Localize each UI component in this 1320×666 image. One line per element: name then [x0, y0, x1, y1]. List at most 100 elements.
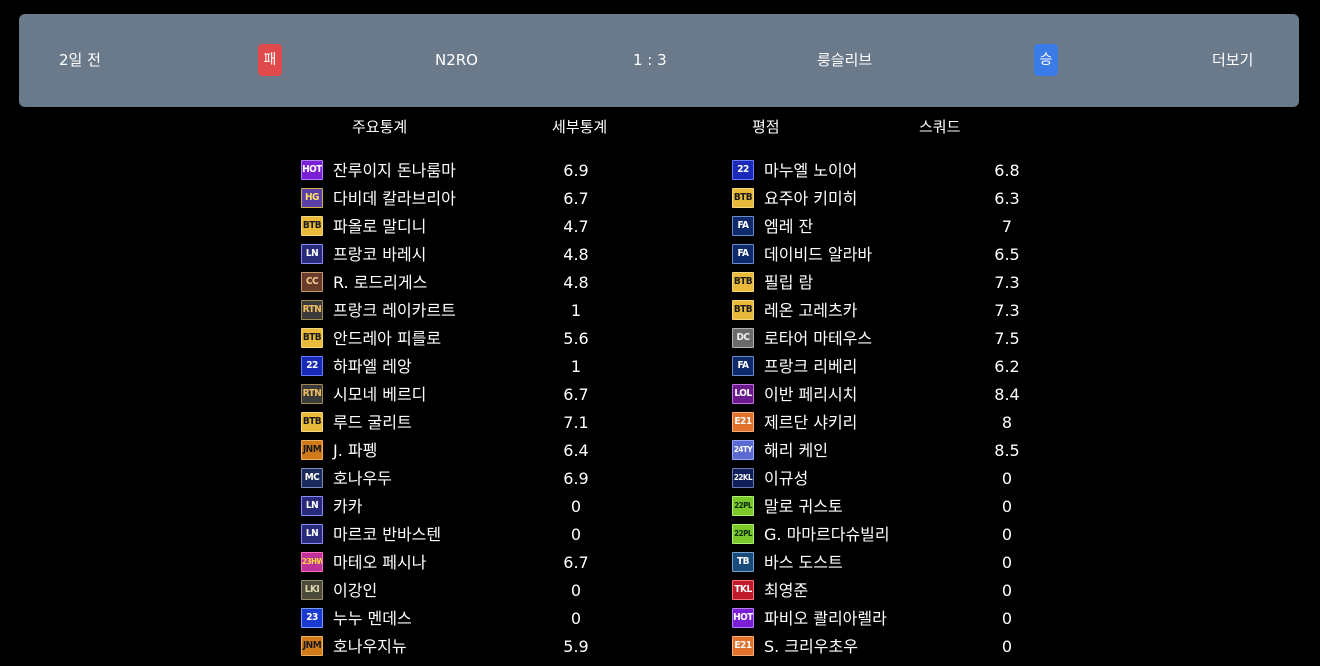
player-name: 마르코 반바스텐 [333, 525, 442, 544]
season-badge-icon: CC [301, 272, 323, 292]
season-badge-icon: DC [732, 328, 754, 348]
player-name: 호나우지뉴 [333, 637, 407, 656]
season-badge-icon: FA [732, 356, 754, 376]
player-row[interactable]: 24TY 해리 케인 8.5 [732, 438, 1062, 466]
player-name: J. 파펭 [333, 441, 378, 460]
player-name: 바스 도스트 [764, 553, 843, 572]
player-row[interactable]: 22PL 말로 귀스토 0 [732, 494, 1062, 522]
player-row[interactable]: FA 엠레 잔 7 [732, 214, 1062, 242]
player-row[interactable]: LN 카카 0 [301, 494, 631, 522]
season-badge-icon: 22KL [732, 468, 754, 488]
player-row[interactable]: RTN 프랑크 레이카르트 1 [301, 298, 631, 326]
season-badge-icon: HOT [732, 608, 754, 628]
player-rating: 6.9 [563, 161, 589, 180]
match-summary-bar[interactable]: 2일 전 패 N2RO 1 : 3 룽슬리브 승 더보기 [19, 14, 1299, 107]
tab-main-stats[interactable]: 주요통계 [352, 118, 408, 136]
player-rating: 5.6 [563, 329, 589, 348]
player-name: R. 로드리게스 [333, 273, 428, 292]
season-badge-icon: BTB [301, 328, 323, 348]
player-name: 제르단 샤키리 [764, 413, 858, 432]
player-rating: 0 [1001, 553, 1013, 572]
player-rating: 6.7 [563, 553, 589, 572]
season-badge-icon: 22PL [732, 496, 754, 516]
win-badge: 승 [1034, 44, 1058, 76]
player-rating: 5.9 [563, 637, 589, 656]
player-row[interactable]: BTB 루드 굴리트 7.1 [301, 410, 631, 438]
tab-ratings[interactable]: 평점 [752, 118, 780, 136]
season-badge-icon: BTB [732, 300, 754, 320]
player-rating: 7.3 [994, 273, 1020, 292]
player-rating: 7 [1001, 217, 1013, 236]
player-row[interactable]: CC R. 로드리게스 4.8 [301, 270, 631, 298]
player-row[interactable]: HOT 파비오 콸리아렐라 0 [732, 606, 1062, 634]
season-badge-icon: RTN [301, 300, 323, 320]
player-rating: 8 [1001, 413, 1013, 432]
player-name: 필립 람 [764, 273, 814, 292]
player-rating: 7.5 [994, 329, 1020, 348]
player-name: 말로 귀스토 [764, 497, 843, 516]
player-row[interactable]: JNM 호나우지뉴 5.9 [301, 634, 631, 662]
player-rating: 0 [1001, 497, 1013, 516]
player-row[interactable]: LN 마르코 반바스텐 0 [301, 522, 631, 550]
season-badge-icon: RTN [301, 384, 323, 404]
player-name: 루드 굴리트 [333, 413, 412, 432]
player-row[interactable]: 22PL G. 마마르다슈빌리 0 [732, 522, 1062, 550]
player-row[interactable]: TB 바스 도스트 0 [732, 550, 1062, 578]
player-name: 프랑크 리베리 [764, 357, 858, 376]
player-row[interactable]: JNM J. 파펭 6.4 [301, 438, 631, 466]
tab-squad[interactable]: 스쿼드 [919, 118, 961, 136]
player-row[interactable]: HG 다비데 칼라브리아 6.7 [301, 186, 631, 214]
player-row[interactable]: BTB 레온 고레츠카 7.3 [732, 298, 1062, 326]
player-row[interactable]: BTB 요주아 키미히 6.3 [732, 186, 1062, 214]
match-time: 2일 전 [59, 51, 101, 69]
player-rating: 0 [570, 581, 582, 600]
player-name: 엠레 잔 [764, 217, 814, 236]
season-badge-icon: LOL [732, 384, 754, 404]
player-rating: 0 [570, 525, 582, 544]
player-rating: 0 [570, 609, 582, 628]
player-row[interactable]: FA 데이비드 알라바 6.5 [732, 242, 1062, 270]
player-row[interactable]: 22 마누엘 노이어 6.8 [732, 158, 1062, 186]
player-row[interactable]: HOT 잔루이지 돈나룸마 6.9 [301, 158, 631, 186]
more-button[interactable]: 더보기 [1212, 51, 1254, 69]
player-name: 하파엘 레앙 [333, 357, 412, 376]
player-row[interactable]: MC 호나우두 6.9 [301, 466, 631, 494]
season-badge-icon: E21 [732, 636, 754, 656]
match-score: 1 : 3 [633, 51, 667, 69]
player-row[interactable]: TKL 최영준 0 [732, 578, 1062, 606]
season-badge-icon: LKI [301, 580, 323, 600]
season-badge-icon: LN [301, 496, 323, 516]
player-row[interactable]: BTB 안드레아 피를로 5.6 [301, 326, 631, 354]
player-row[interactable]: LKI 이강인 0 [301, 578, 631, 606]
player-name: 파올로 말디니 [333, 217, 427, 236]
player-name: 마누엘 노이어 [764, 161, 858, 180]
season-badge-icon: FA [732, 244, 754, 264]
player-row[interactable]: 23HW 마테오 페시나 6.7 [301, 550, 631, 578]
player-row[interactable]: BTB 파올로 말디니 4.7 [301, 214, 631, 242]
player-name: 호나우두 [333, 469, 392, 488]
player-row[interactable]: DC 로타어 마테우스 7.5 [732, 326, 1062, 354]
player-name: 이강인 [333, 581, 378, 600]
player-name: 요주아 키미히 [764, 189, 858, 208]
player-rating: 6.5 [994, 245, 1020, 264]
season-badge-icon: TB [732, 552, 754, 572]
season-badge-icon: 22 [732, 160, 754, 180]
player-rating: 6.4 [563, 441, 589, 460]
player-row[interactable]: 22 하파엘 레앙 1 [301, 354, 631, 382]
player-name: 이반 페리시치 [764, 385, 858, 404]
player-row[interactable]: FA 프랑크 리베리 6.2 [732, 354, 1062, 382]
player-row[interactable]: LN 프랑코 바레시 4.8 [301, 242, 631, 270]
tab-detail-stats[interactable]: 세부통계 [552, 118, 608, 136]
player-row[interactable]: RTN 시모네 베르디 6.7 [301, 382, 631, 410]
player-row[interactable]: E21 제르단 샤키리 8 [732, 410, 1062, 438]
player-row[interactable]: 23 누누 멘데스 0 [301, 606, 631, 634]
player-rating: 4.8 [563, 245, 589, 264]
player-row[interactable]: 22KL 이규성 0 [732, 466, 1062, 494]
player-name: 데이비드 알라바 [764, 245, 873, 264]
home-player-ratings: HOT 잔루이지 돈나룸마 6.9 HG 다비데 칼라브리아 6.7 BTB 파올로 말디니 4… [301, 158, 631, 662]
player-row[interactable]: E21 S. 크리우초우 0 [732, 634, 1062, 662]
season-badge-icon: FA [732, 216, 754, 236]
player-name: 최영준 [764, 581, 809, 600]
player-row[interactable]: BTB 필립 람 7.3 [732, 270, 1062, 298]
player-row[interactable]: LOL 이반 페리시치 8.4 [732, 382, 1062, 410]
